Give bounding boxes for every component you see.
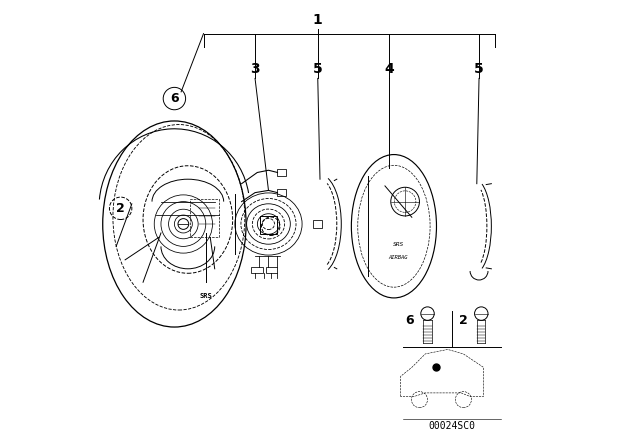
Text: 6: 6: [170, 92, 179, 105]
Text: 1: 1: [313, 13, 323, 27]
Bar: [190, 199, 219, 237]
Bar: [260, 216, 276, 234]
Text: 3: 3: [250, 62, 260, 77]
Text: SRS: SRS: [200, 293, 212, 299]
Text: 2: 2: [459, 314, 468, 327]
Bar: [252, 267, 262, 273]
Text: 6: 6: [405, 314, 414, 327]
Text: 4: 4: [385, 62, 394, 77]
Text: 5: 5: [313, 62, 323, 77]
Text: AIRBAG: AIRBAG: [388, 255, 408, 260]
Text: SRS: SRS: [393, 241, 404, 247]
Bar: [278, 169, 285, 176]
Text: 5: 5: [474, 62, 484, 77]
Text: 00024SC0: 00024SC0: [429, 421, 476, 431]
Text: 2: 2: [116, 202, 125, 215]
Bar: [314, 220, 323, 228]
Bar: [278, 189, 285, 196]
Bar: [266, 267, 278, 273]
